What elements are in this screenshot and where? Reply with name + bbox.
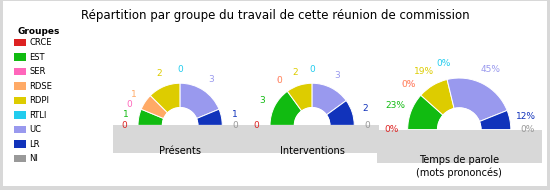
Text: LR: LR — [30, 139, 40, 149]
Text: 0: 0 — [177, 65, 183, 74]
Text: Temps de parole
(mots prononcés): Temps de parole (mots prononcés) — [416, 155, 502, 178]
Text: 3: 3 — [260, 96, 266, 105]
Bar — [14, 39, 25, 47]
Text: RTLI: RTLI — [30, 111, 47, 120]
Text: 0%: 0% — [402, 80, 416, 89]
Text: 0: 0 — [309, 65, 315, 74]
Text: 0: 0 — [233, 121, 239, 130]
Text: UC: UC — [30, 125, 41, 134]
Text: 1: 1 — [123, 110, 129, 119]
Bar — [14, 68, 25, 75]
Text: 12%: 12% — [516, 112, 536, 121]
Wedge shape — [447, 78, 507, 122]
Text: RDPI: RDPI — [30, 96, 50, 105]
Text: 0: 0 — [277, 76, 282, 85]
Wedge shape — [408, 95, 443, 130]
Text: Groupes: Groupes — [18, 28, 60, 36]
Text: 3: 3 — [334, 71, 340, 80]
Text: 0: 0 — [254, 121, 260, 130]
Wedge shape — [270, 91, 302, 125]
Bar — [245, 125, 380, 154]
Bar — [14, 54, 25, 61]
Wedge shape — [138, 109, 164, 125]
Wedge shape — [421, 79, 454, 115]
Wedge shape — [312, 83, 346, 115]
Text: SER: SER — [30, 67, 46, 76]
Wedge shape — [180, 83, 219, 119]
Bar — [14, 82, 25, 90]
Text: 0: 0 — [365, 121, 371, 130]
Wedge shape — [141, 96, 168, 119]
Wedge shape — [287, 83, 312, 111]
Wedge shape — [150, 83, 180, 113]
Circle shape — [294, 108, 330, 143]
Bar — [14, 126, 25, 133]
Text: 2: 2 — [292, 68, 298, 77]
Text: 2: 2 — [156, 70, 162, 78]
Text: 0: 0 — [277, 76, 282, 85]
Circle shape — [438, 108, 481, 151]
Wedge shape — [196, 109, 222, 125]
Text: 19%: 19% — [414, 67, 434, 76]
Text: 0%: 0% — [384, 125, 398, 134]
Text: EST: EST — [30, 53, 45, 62]
Text: Répartition par groupe du travail de cette réunion de commission: Répartition par groupe du travail de cet… — [81, 9, 469, 21]
Text: 45%: 45% — [481, 65, 500, 74]
Text: RDSE: RDSE — [30, 82, 52, 91]
Text: 3: 3 — [208, 75, 214, 84]
Text: NI: NI — [30, 154, 38, 163]
Text: 1: 1 — [232, 110, 238, 119]
Text: 23%: 23% — [386, 101, 406, 110]
Bar — [14, 140, 25, 148]
Wedge shape — [480, 110, 511, 130]
Bar — [14, 155, 25, 162]
Text: 2: 2 — [362, 104, 368, 113]
Bar — [377, 130, 542, 165]
Wedge shape — [327, 101, 354, 125]
Bar — [113, 125, 248, 154]
Text: 0: 0 — [126, 100, 131, 108]
Text: 0: 0 — [122, 121, 128, 130]
Text: 0%: 0% — [520, 125, 535, 134]
Bar — [14, 97, 25, 105]
Text: Présents: Présents — [159, 146, 201, 156]
Text: CRCE: CRCE — [30, 38, 52, 47]
Text: 0%: 0% — [402, 80, 416, 89]
Text: 1: 1 — [131, 90, 137, 99]
Bar — [14, 112, 25, 119]
Text: Interventions: Interventions — [280, 146, 344, 156]
Circle shape — [162, 108, 198, 143]
Text: 0%: 0% — [436, 59, 450, 68]
